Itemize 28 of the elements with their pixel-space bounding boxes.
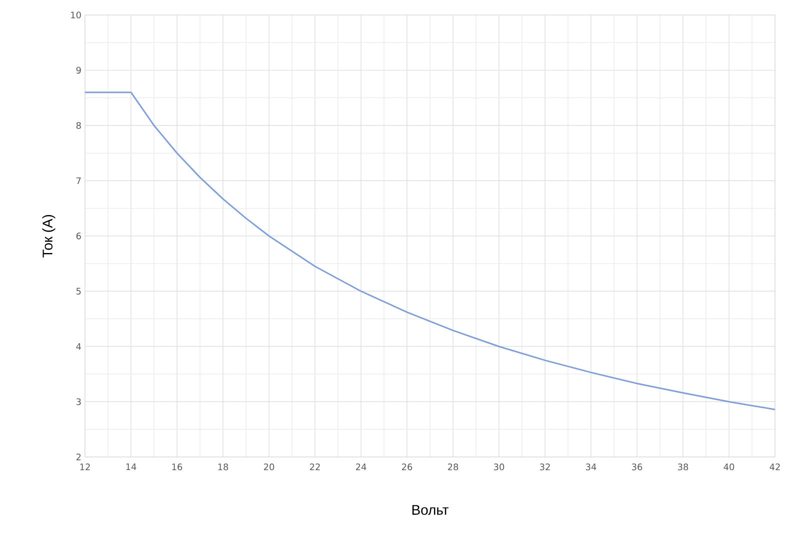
x-tick-label: 34 xyxy=(586,464,596,470)
y-tick-label: 10 xyxy=(71,12,81,18)
x-tick-label: 30 xyxy=(494,464,504,470)
x-tick-label: 36 xyxy=(632,464,642,470)
x-tick-label: 12 xyxy=(80,464,90,470)
x-tick-label: 22 xyxy=(310,464,320,470)
y-tick-label: 5 xyxy=(76,288,81,295)
x-tick-label: 38 xyxy=(678,464,688,470)
x-tick-label: 14 xyxy=(126,464,136,470)
y-tick-label: 4 xyxy=(76,343,81,350)
x-tick-label: 20 xyxy=(264,464,274,470)
x-tick-label: 18 xyxy=(218,464,228,470)
x-axis-title: Вольт xyxy=(412,505,448,515)
x-tick-label: 16 xyxy=(172,464,182,470)
x-tick-label: 28 xyxy=(448,464,458,470)
line-series xyxy=(85,92,776,410)
x-tick-label: 40 xyxy=(724,464,734,470)
y-tick-label: 7 xyxy=(76,177,81,184)
y-tick-label: 3 xyxy=(76,398,81,406)
y-tick-label: 8 xyxy=(76,122,81,129)
x-tick-label: 32 xyxy=(540,464,550,470)
y-tick-label: 9 xyxy=(76,66,81,74)
x-tick-label: 24 xyxy=(356,464,366,470)
y-tick-label: 2 xyxy=(76,454,81,460)
x-tick-label: 42 xyxy=(770,464,780,470)
y-tick-label: 6 xyxy=(76,232,81,240)
x-tick-label: 26 xyxy=(402,464,412,470)
y-axis-title: Ток (А) xyxy=(42,214,56,258)
